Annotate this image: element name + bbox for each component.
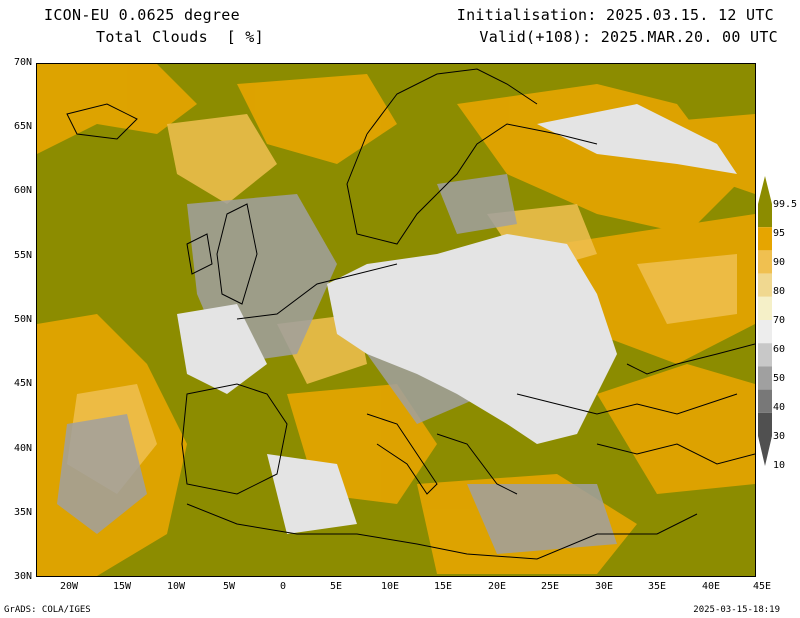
lon-label: 15W (112, 581, 132, 592)
lon-label: 40E (701, 581, 721, 592)
lat-label: 60N (13, 185, 32, 196)
map-canvas (37, 64, 755, 576)
init-time: Initialisation: 2025.03.15. 12 UTC (456, 6, 774, 24)
lat-label: 40N (13, 443, 32, 454)
legend-swatch (758, 320, 772, 344)
variable-title: Total Clouds [ %] (96, 28, 264, 46)
legend-swatch (758, 273, 772, 297)
legend-swatch (758, 250, 772, 274)
footer-credit: GrADS: COLA/IGES (4, 605, 91, 615)
legend-swatch (758, 412, 772, 436)
legend-label: 40 (773, 402, 786, 413)
legend-label: 30 (773, 431, 786, 442)
lon-label: 15E (433, 581, 453, 592)
legend-swatch (758, 204, 772, 228)
valid-time: Valid(+108): 2025.MAR.20. 00 UTC (479, 28, 778, 46)
legend-label: 80 (773, 286, 786, 297)
lon-label: 45E (752, 581, 772, 592)
lon-label: 10E (380, 581, 400, 592)
clear-region-med (267, 454, 357, 534)
model-title: ICON-EU 0.0625 degree (44, 6, 240, 24)
legend-arrow-top (758, 176, 772, 204)
lon-label: 20W (59, 581, 79, 592)
lat-label: 70N (13, 57, 32, 68)
lat-label: 30N (13, 571, 32, 582)
coastlines (66, 68, 755, 560)
clear-region-channel (177, 304, 267, 394)
legend-swatch (758, 389, 772, 413)
legend-swatch (758, 343, 772, 367)
footer-timestamp: 2025-03-15-18:19 (693, 605, 780, 615)
legend-arrow-bottom (758, 436, 772, 466)
cloud-cover-map[interactable] (36, 63, 756, 577)
lat-label: 45N (13, 378, 32, 389)
lon-label: 30E (594, 581, 614, 592)
legend-swatch (758, 366, 772, 390)
legend-label: 70 (773, 315, 786, 326)
lon-label: 35E (647, 581, 667, 592)
legend-label: 95 (773, 228, 786, 239)
lon-label: 25E (540, 581, 560, 592)
clear-region-north (537, 104, 737, 174)
lat-label: 65N (13, 121, 32, 132)
lon-label: 20E (487, 581, 507, 592)
legend-label: 90 (773, 257, 786, 268)
legend-swatch (758, 296, 772, 320)
lon-label: 10W (166, 581, 186, 592)
legend-label: 10 (773, 460, 786, 471)
lat-label: 55N (13, 250, 32, 261)
lon-label: 5W (222, 581, 236, 592)
legend-label: 99.5 (773, 199, 798, 210)
legend-colorbar (758, 176, 772, 466)
legend-label: 50 (773, 373, 786, 384)
lat-label: 50N (13, 314, 32, 325)
clear-region (327, 234, 617, 444)
legend-label: 60 (773, 344, 786, 355)
lat-label: 35N (13, 507, 32, 518)
lon-label: 5E (329, 581, 343, 592)
lon-label: 0 (279, 581, 287, 592)
legend-swatch (758, 227, 772, 251)
